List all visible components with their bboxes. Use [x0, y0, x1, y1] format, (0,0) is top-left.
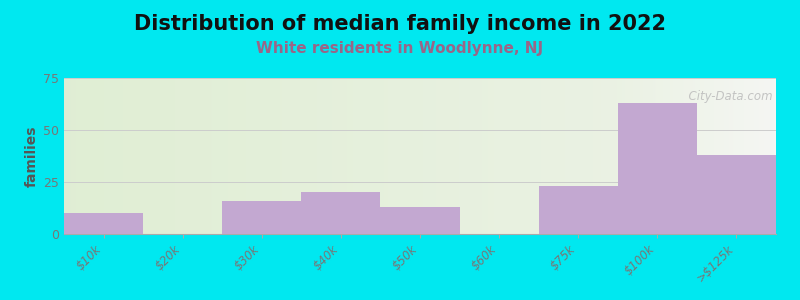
- Text: Distribution of median family income in 2022: Distribution of median family income in …: [134, 14, 666, 34]
- Bar: [64, 213, 143, 234]
- Bar: [222, 201, 302, 234]
- Text: White residents in Woodlynne, NJ: White residents in Woodlynne, NJ: [257, 40, 543, 56]
- Bar: [538, 186, 618, 234]
- Bar: [697, 155, 776, 234]
- Y-axis label: families: families: [25, 125, 39, 187]
- Text: City-Data.com: City-Data.com: [681, 91, 773, 103]
- Bar: [381, 207, 459, 234]
- Bar: [618, 103, 697, 234]
- Bar: [302, 192, 381, 234]
